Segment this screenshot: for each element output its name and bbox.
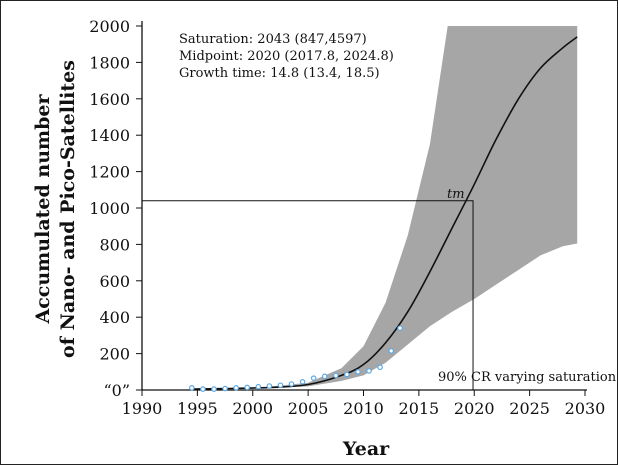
y-axis-title-line-1: Accumulated number: [32, 94, 54, 325]
data-point: [344, 371, 350, 378]
x-tick-label: 2000: [232, 399, 273, 418]
growth-time-annotation: Growth time: 14.8 (13.4, 18.5): [179, 66, 380, 81]
x-tick-label: 2020: [454, 399, 495, 418]
x-tick-label: 2005: [288, 399, 329, 418]
saturation-annotation: Saturation: 2043 (847,4597): [179, 32, 367, 47]
y-tick-label: 800: [99, 235, 130, 254]
data-point: [233, 385, 239, 391]
y-tick-label: “0”: [103, 381, 130, 400]
x-tick-label: 2015: [399, 399, 440, 418]
midpoint-annotation: Midpoint: 2020 (2017.8, 2024.8): [179, 49, 394, 64]
tm-reference-lines: [142, 200, 474, 390]
y-axis-title-line-2: of Nano- and Pico-Satellites: [57, 60, 79, 358]
data-point: [277, 382, 284, 389]
data-point: [366, 368, 372, 374]
data-point: [266, 383, 273, 389]
x-tick-label: 2010: [343, 399, 384, 418]
x-tick-label: 1995: [177, 399, 218, 418]
data-point: [388, 348, 394, 354]
data-point: [222, 385, 228, 392]
y-tick-label: 200: [99, 345, 130, 364]
y-tick-label: 1400: [89, 126, 130, 145]
band-label: 90% CR varying saturation: [438, 370, 617, 385]
y-tick-label: 400: [99, 308, 130, 327]
x-axis-title: Year: [342, 438, 390, 460]
data-point: [397, 325, 403, 331]
y-tick-label: 1600: [89, 90, 130, 109]
x-tick-label: 2030: [565, 399, 606, 418]
y-tick-label: 1000: [89, 199, 130, 218]
data-point: [200, 386, 206, 392]
data-point: [255, 383, 262, 390]
x-tick-label: 2025: [509, 399, 550, 418]
data-point: [310, 375, 317, 381]
data-point: [299, 379, 306, 385]
x-tick-label: 1990: [122, 399, 163, 418]
y-tick-label: 1800: [89, 53, 130, 72]
y-tick-label: 1200: [89, 163, 130, 182]
data-point: [377, 364, 383, 371]
data-point: [244, 384, 251, 391]
data-point: [211, 386, 217, 392]
data-point: [189, 385, 195, 391]
y-tick-label: 2000: [89, 17, 130, 36]
y-tick-label: 600: [99, 272, 130, 291]
data-point: [355, 368, 361, 375]
tm-label: tm: [447, 187, 465, 202]
credible-interval-band: [191, 26, 578, 390]
data-point: [333, 372, 339, 379]
data-point: [288, 381, 295, 387]
data-point: [321, 373, 328, 380]
